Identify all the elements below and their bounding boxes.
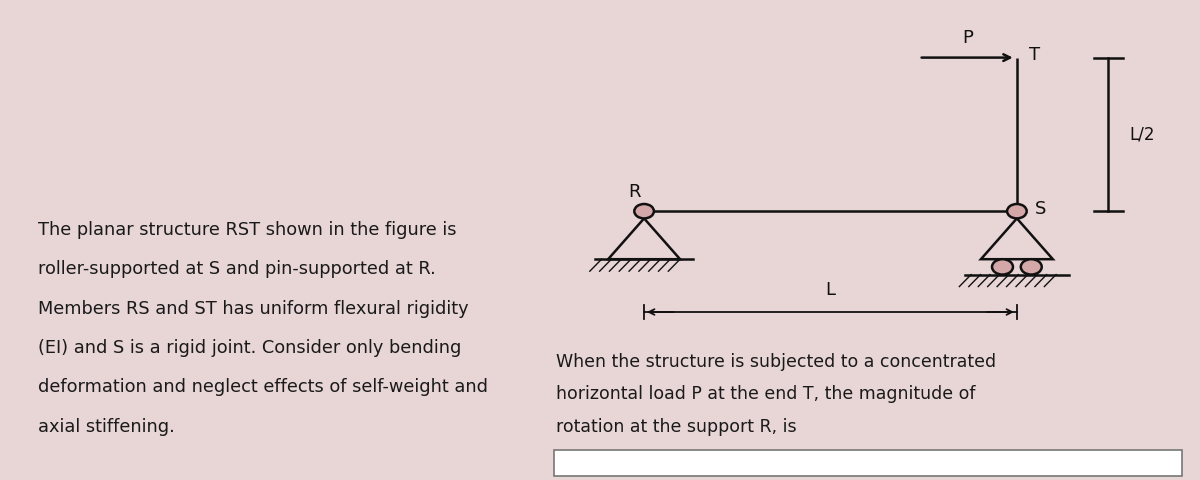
Circle shape [635,204,654,218]
Text: P: P [962,29,973,47]
Circle shape [1007,204,1027,218]
Text: L/2: L/2 [1129,125,1154,144]
Text: L: L [826,280,835,299]
Text: T: T [1028,46,1039,64]
Text: (EI) and S is a rigid joint. Consider only bending: (EI) and S is a rigid joint. Consider on… [38,339,462,357]
Text: S: S [1036,200,1046,218]
Text: axial stiffening.: axial stiffening. [38,418,175,436]
Text: deformation and neglect effects of self-weight and: deformation and neglect effects of self-… [38,378,488,396]
Text: rotation at the support R, is: rotation at the support R, is [556,418,797,436]
Text: When the structure is subjected to a concentrated: When the structure is subjected to a con… [556,353,996,371]
Text: Members RS and ST has uniform flexural rigidity: Members RS and ST has uniform flexural r… [38,300,469,318]
Text: The planar structure RST shown in the figure is: The planar structure RST shown in the fi… [38,221,457,239]
Text: roller-supported at S and pin-supported at R.: roller-supported at S and pin-supported … [38,260,436,278]
Circle shape [992,259,1013,275]
FancyBboxPatch shape [554,450,1182,476]
Text: R: R [629,183,641,201]
Text: horizontal load P at the end T, the magnitude of: horizontal load P at the end T, the magn… [556,385,976,403]
Circle shape [1021,259,1042,275]
